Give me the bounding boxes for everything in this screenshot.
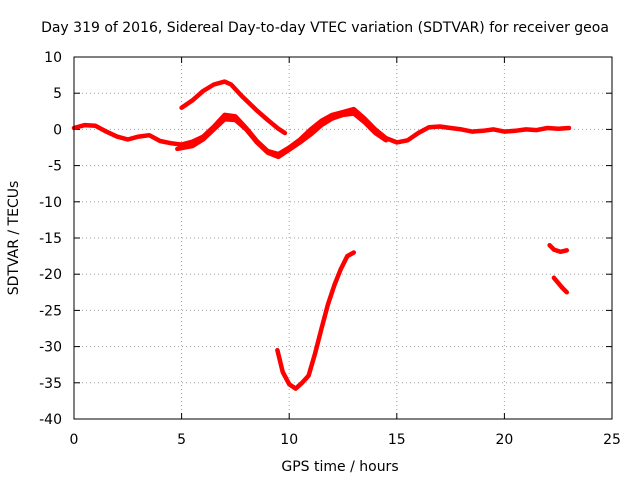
- y-axis-label: SDTVAR / TECUs: [6, 181, 22, 296]
- y-tick-label: 5: [53, 86, 62, 102]
- trace-main-a: [71, 106, 572, 157]
- grid: [74, 57, 612, 419]
- y-tick-label: -15: [39, 231, 62, 247]
- y-tick-label: -5: [48, 159, 62, 175]
- y-tick-label: 10: [44, 50, 62, 66]
- y-tick-label: -10: [39, 195, 62, 211]
- x-tick-label: 15: [388, 432, 406, 448]
- trace-main-b: [175, 111, 389, 160]
- y-tick-label: 0: [53, 122, 62, 138]
- y-tick-label: -35: [39, 376, 62, 392]
- trace-late-upper: [547, 242, 570, 255]
- x-tick-label: 25: [603, 432, 621, 448]
- plot-frame: [73, 56, 613, 420]
- trace-v-dip: [275, 250, 357, 391]
- y-tick-label: -20: [39, 267, 62, 283]
- trace-upper-arc: [179, 79, 288, 136]
- y-tick-label: -40: [39, 412, 62, 428]
- x-tick-label: 20: [495, 432, 513, 448]
- y-tick-label: -30: [39, 340, 62, 356]
- y-tick-label: -25: [39, 303, 62, 319]
- x-tick-label: 10: [280, 432, 298, 448]
- chart-title: Day 319 of 2016, Sidereal Day-to-day VTE…: [41, 20, 609, 36]
- data-series: [71, 79, 572, 391]
- x-tick-label: 0: [70, 432, 79, 448]
- x-axis-label: GPS time / hours: [281, 459, 398, 475]
- trace-late-lower: [551, 275, 570, 295]
- x-tick-label: 5: [177, 432, 186, 448]
- axes: 0 5 10 15 20 25 10 5 0 -5 -10 -15 -20 -25 -30 -35 -40: [39, 50, 621, 448]
